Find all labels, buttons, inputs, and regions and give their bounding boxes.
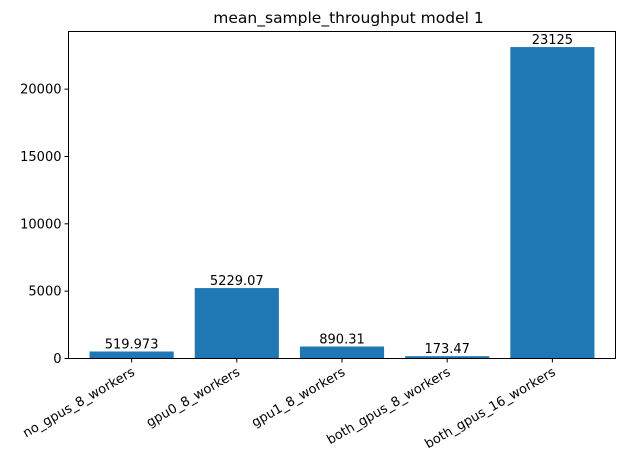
x-axis: no_gpus_8_workers gpu0_8_workers gpu1_8_wo…	[20, 358, 559, 452]
bar-value-label: 519.973	[105, 337, 159, 352]
bar-value-label: 173.47	[424, 342, 470, 357]
x-tick-label: gpu0_8_workers	[144, 365, 243, 431]
bar-gpu1_8_workers	[299, 346, 385, 359]
plot-frame	[68, 31, 616, 359]
bar-value-label: 5229.07	[210, 274, 264, 289]
y-tick-label: 10000	[20, 217, 61, 232]
y-axis: 0 5000 10000 15000 20000	[20, 83, 69, 367]
bar-both_gpus_8_workers	[405, 356, 490, 359]
y-tick-label: 5000	[28, 285, 61, 300]
chart-title: mean_sample_throughput model 1	[213, 9, 483, 28]
x-tick-label: no_gpus_8_workers	[20, 365, 137, 441]
bar-value-label: 890.31	[319, 333, 365, 348]
bar-no_gpus_8_workers	[89, 351, 174, 359]
y-tick-label: 20000	[20, 83, 61, 98]
bar-gpu0_8_workers	[194, 288, 279, 359]
bars-group	[89, 47, 595, 359]
bar-both_gpus_16_workers	[510, 47, 595, 359]
bar-value-labels: 519.973 5229.07 890.31 173.47 23125	[105, 33, 573, 357]
bar-value-label: 23125	[532, 33, 573, 48]
y-tick-label: 0	[53, 352, 61, 367]
x-tick-label: gpu1_8_workers	[249, 365, 348, 431]
y-tick-label: 15000	[20, 150, 61, 165]
